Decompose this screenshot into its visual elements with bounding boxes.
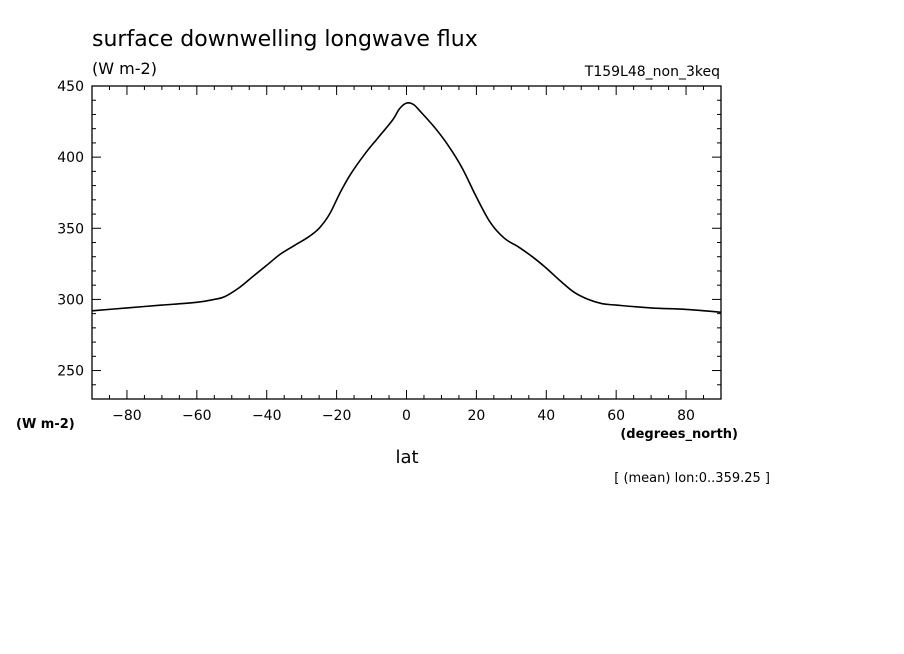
x-axis-label: lat [395, 447, 418, 468]
y-units-label: (W m-2) [92, 59, 157, 78]
x-tick-label: 60 [607, 408, 625, 424]
x-tick-label: 20 [467, 408, 485, 424]
x-tick-label: 0 [402, 408, 411, 424]
y-axis-units-left: (W m-2) [16, 417, 75, 432]
y-tick-label: 350 [57, 221, 84, 237]
footer-note: [ (mean) lon:0..359.25 ] [614, 471, 770, 486]
y-tick-label: 450 [57, 79, 84, 95]
run-label: T159L48_non_3keq [584, 64, 720, 80]
plot-frame [91, 85, 722, 400]
y-tick-labels: 250 300 350 400 450 [57, 79, 84, 380]
x-tick-label: 80 [677, 408, 695, 424]
x-tick-label: −60 [182, 408, 212, 424]
axis-ticks [91, 85, 722, 399]
x-tick-label: −80 [112, 408, 142, 424]
x-tick-labels: −80 −60 −40 −20 0 20 40 60 80 [112, 408, 695, 424]
x-axis-units: (degrees_north) [620, 427, 738, 442]
y-tick-label: 300 [57, 292, 84, 308]
y-tick-label: 250 [57, 364, 84, 380]
x-tick-label: −20 [322, 408, 352, 424]
x-tick-label: 40 [537, 408, 555, 424]
y-tick-label: 400 [57, 150, 84, 166]
series-line [91, 102, 722, 313]
chart-title: surface downwelling longwave flux [92, 27, 478, 52]
x-tick-label: −40 [252, 408, 282, 424]
